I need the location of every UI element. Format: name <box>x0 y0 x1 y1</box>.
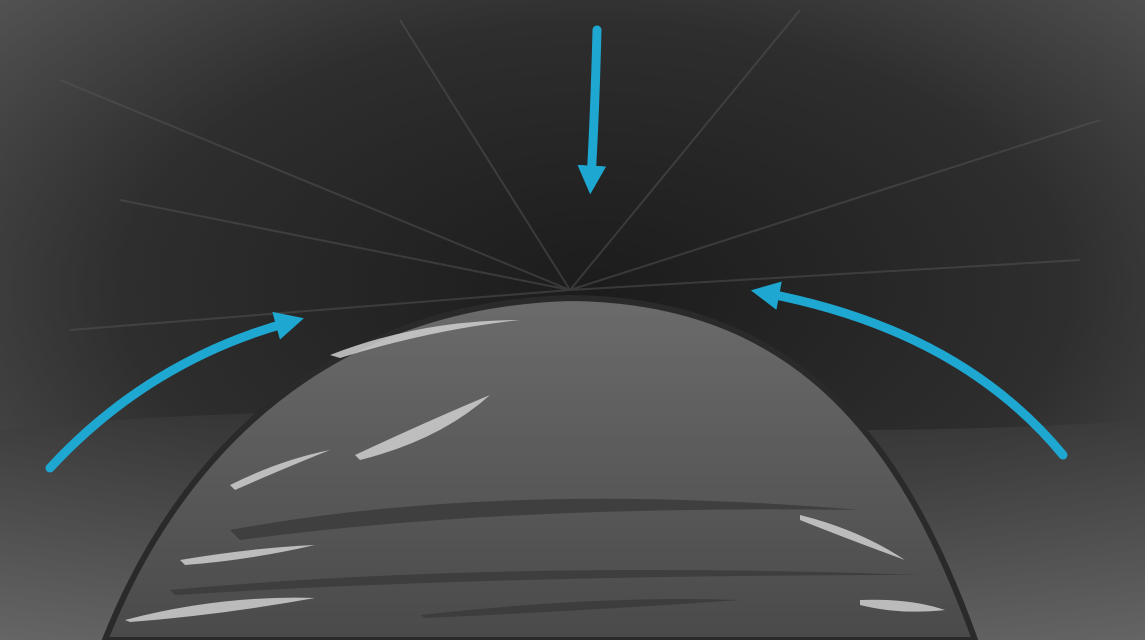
speed-lines <box>59 9 1101 331</box>
arrows <box>45 25 1068 473</box>
arrow-top <box>577 25 607 195</box>
arrow-left <box>45 311 304 473</box>
highlights <box>125 320 945 622</box>
shadows <box>170 498 920 618</box>
arrow-right <box>750 281 1068 460</box>
dome <box>101 294 979 640</box>
